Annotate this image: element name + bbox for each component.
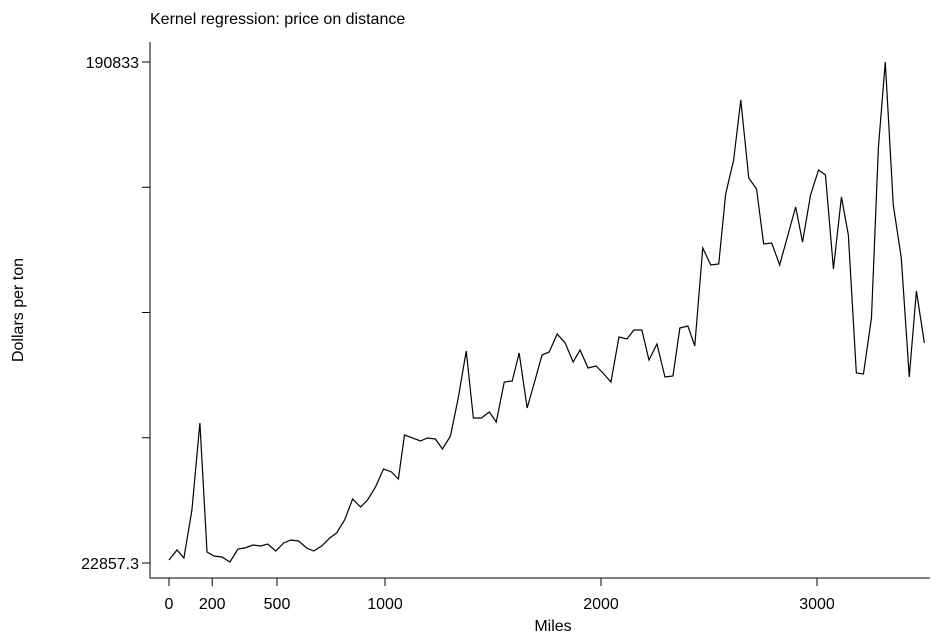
y-axis-label: Dollars per ton [10, 258, 27, 362]
x-axis-label: Miles [534, 618, 571, 635]
x-tick-label: 1000 [367, 596, 403, 613]
x-tick-label: 500 [264, 596, 291, 613]
x-tick-label: 3000 [799, 596, 835, 613]
chart-title: Kernel regression: price on distance [150, 11, 405, 28]
line [168, 61, 925, 563]
y-tick-label: 190833 [86, 55, 139, 72]
y-tick-label: 22857.3 [81, 556, 139, 573]
x-tick-label: 0 [165, 596, 174, 613]
x-tick-label: 200 [199, 596, 226, 613]
x-tick-label: 2000 [583, 596, 619, 613]
